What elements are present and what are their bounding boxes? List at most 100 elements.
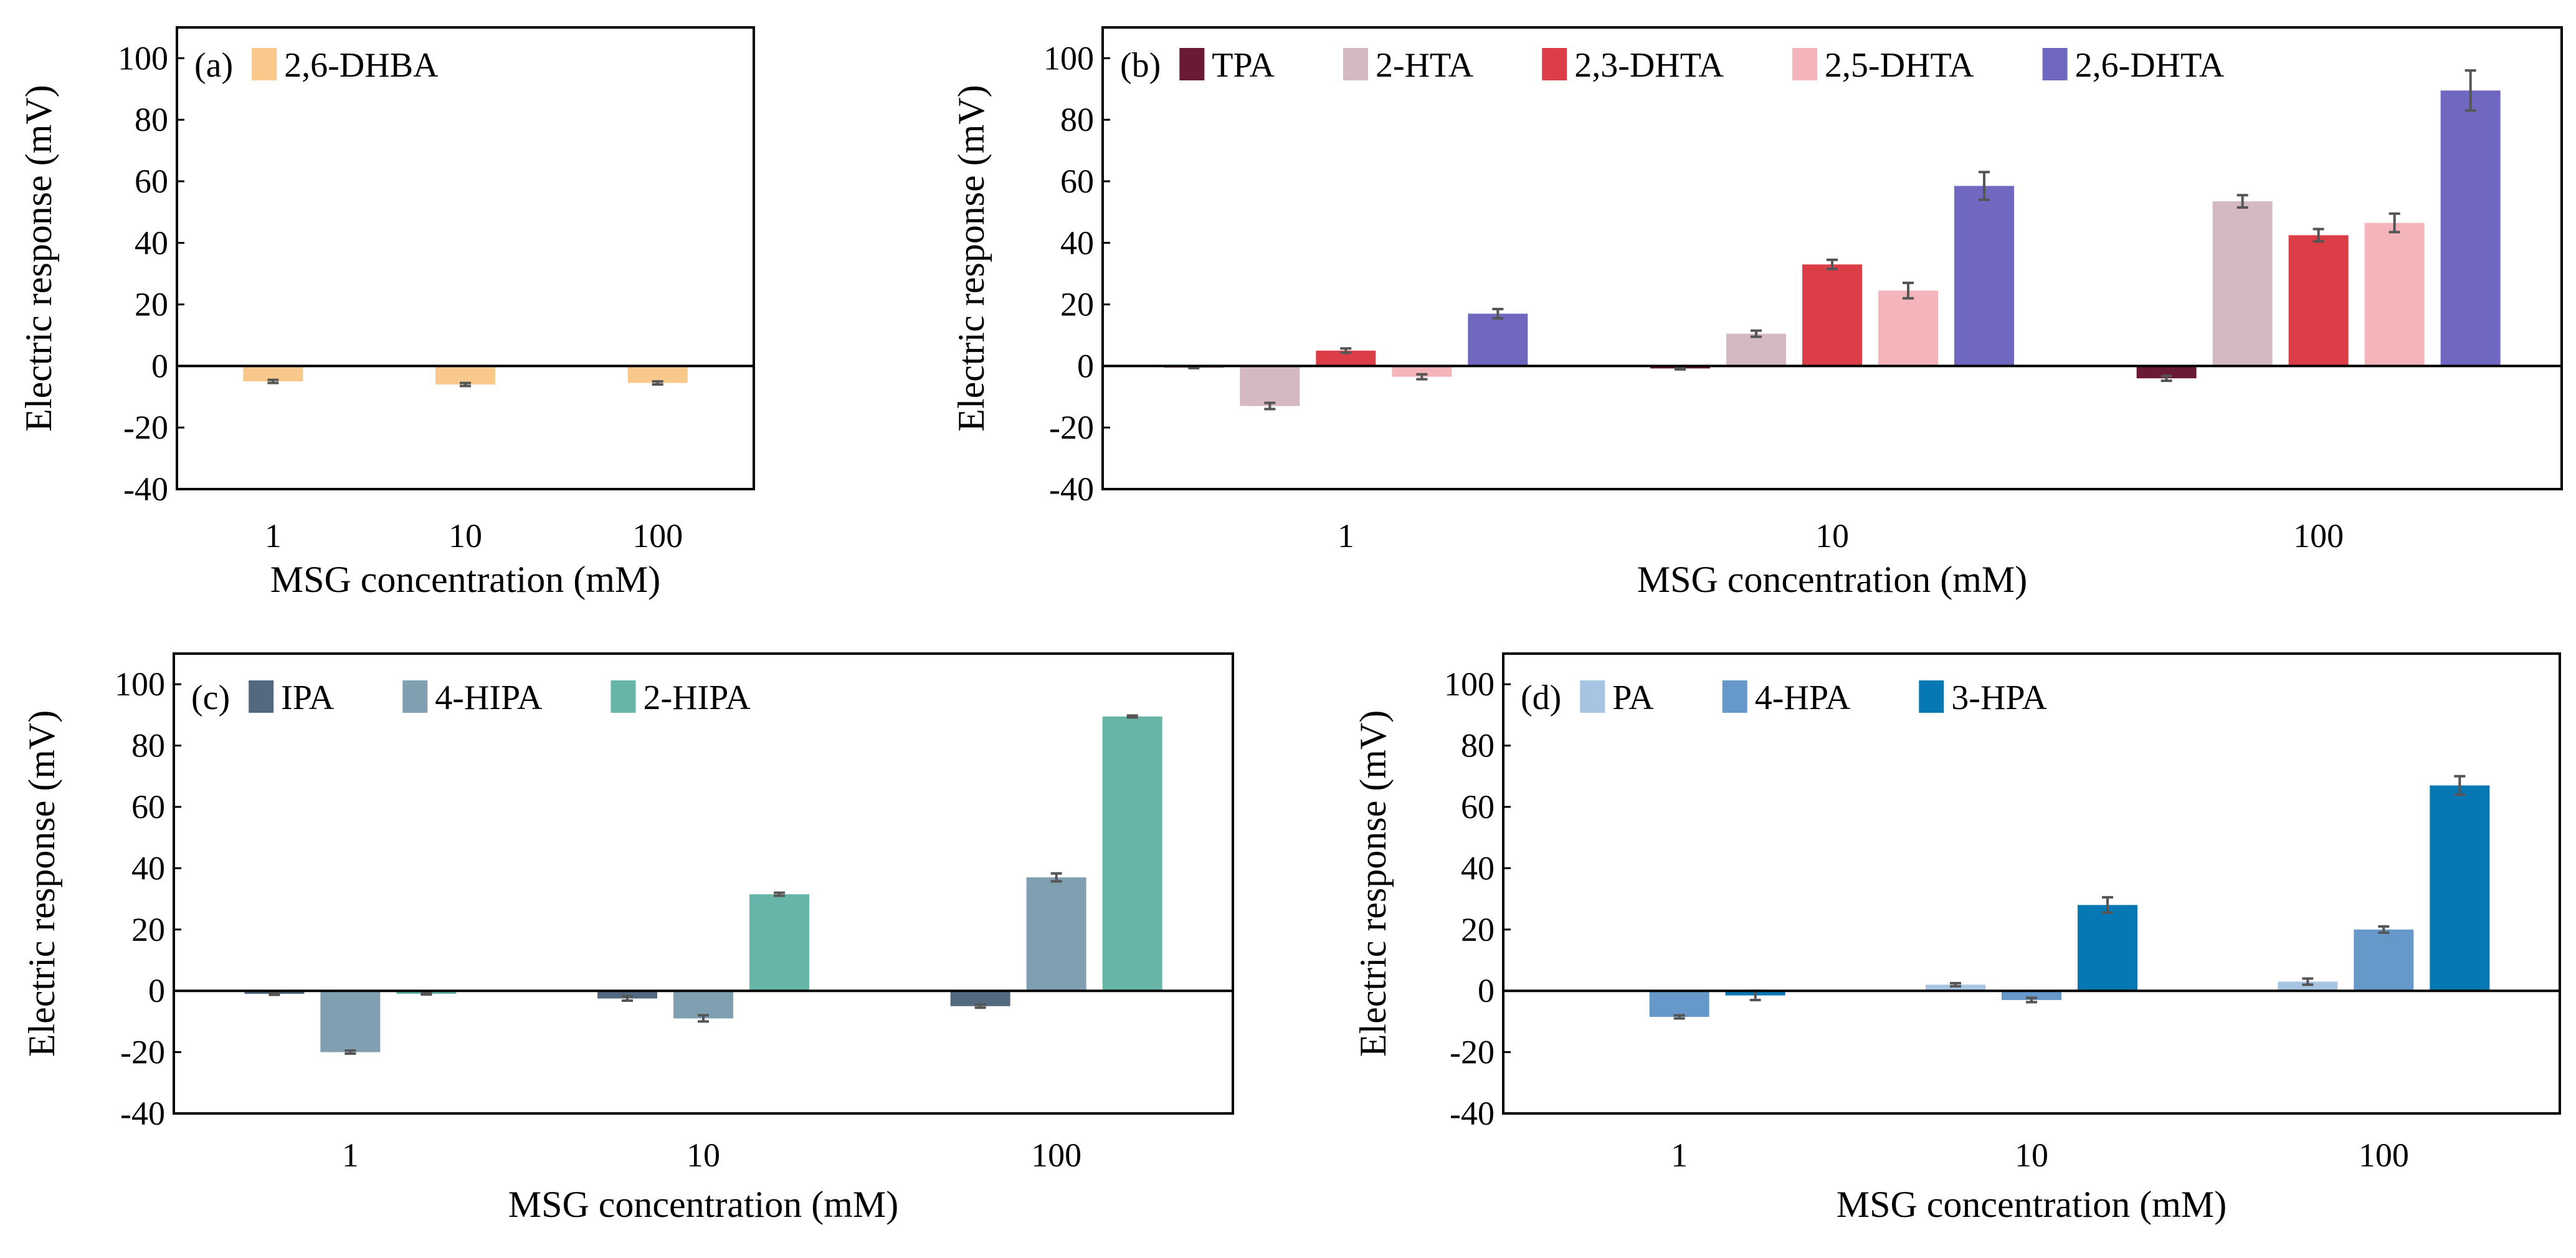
y-tick-label: 40: [1461, 849, 1495, 887]
plot-frame: [1101, 26, 2563, 490]
error-bar: [652, 380, 663, 386]
bar-2,6-DHBA-10: [435, 366, 495, 385]
error-bar: [1675, 366, 1686, 371]
error-bar: [1340, 347, 1352, 355]
y-tick-label: -20: [123, 409, 168, 446]
error-bar: [622, 995, 633, 1002]
panel-a: 100 80 60 40 20 0 -20 -40 Electric response (mV)…: [18, 26, 755, 600]
y-tick-label: 0: [151, 347, 168, 384]
bar-TPA-100: [2136, 366, 2197, 379]
legend-label: 2-HTA: [1376, 46, 1474, 85]
error-bar: [974, 1003, 986, 1009]
legend-swatch: [2042, 48, 2068, 80]
error-bar: [1416, 373, 1428, 381]
legend: (c) IPA 4-HIPA 2-HIPA: [191, 679, 751, 717]
y-tick-label: 80: [1060, 101, 1094, 138]
y-axis-label: Electric response (mV): [951, 85, 992, 431]
legend-label: TPA: [1212, 46, 1275, 85]
legend-swatch: [611, 680, 636, 713]
legend-swatch: [252, 48, 277, 80]
bar-2,6-DHTA-1: [1468, 313, 1528, 366]
error-bar: [269, 991, 280, 996]
legend-label: PA: [1612, 679, 1654, 717]
y-tick-label: 40: [135, 224, 168, 262]
y-tick-label: 100: [1444, 665, 1495, 703]
bar-4-HPA-10: [2002, 991, 2061, 1000]
legend-swatch: [1580, 680, 1605, 713]
error-bar: [2236, 194, 2248, 209]
x-tick-label: 1: [1671, 1136, 1688, 1174]
panel-c: 100 80 60 40 20 0 -20 -40 Electric response (mV)…: [21, 652, 1234, 1225]
y-tick-label: -40: [1450, 1095, 1495, 1132]
x-tick-label: 1: [1338, 517, 1354, 555]
legend-swatch: [249, 680, 274, 713]
bar-2,5-DHTA-100: [2364, 222, 2425, 366]
x-tick-label: 10: [449, 517, 482, 555]
y-tick-label: 40: [131, 849, 165, 887]
error-bar: [421, 992, 432, 996]
error-bar: [1979, 171, 1990, 201]
x-tick-label: 1: [342, 1136, 359, 1174]
legend: (b) TPA 2-HTA 2,3-DHTA 2,5-DHTA 2,6-DHTA: [1120, 46, 2225, 85]
legend-label: IPA: [281, 679, 335, 717]
error-bar: [1050, 872, 1062, 883]
error-bar: [1126, 714, 1138, 719]
error-bar: [460, 381, 471, 388]
error-bar: [2312, 227, 2324, 243]
x-tick-label: 100: [1031, 1136, 1081, 1174]
y-tick-label: 40: [1060, 224, 1094, 262]
bar-2-HTA-1: [1240, 366, 1300, 406]
x-tick-label: 100: [2359, 1136, 2409, 1174]
error-bar: [345, 1049, 356, 1055]
bar-2,6-DHTA-10: [1954, 186, 2014, 366]
bar-3-HPA-10: [2078, 905, 2137, 991]
error-bar: [1673, 1014, 1685, 1020]
x-tick-label: 10: [1815, 517, 1849, 555]
legend-label: 4-HPA: [1755, 679, 1851, 717]
legend-swatch: [1792, 48, 1817, 80]
error-bar: [267, 378, 279, 384]
error-bar: [2102, 896, 2113, 914]
y-tick-label: -20: [1049, 409, 1094, 446]
x-tick-label: 100: [2293, 517, 2344, 555]
error-bar: [1751, 329, 1762, 338]
error-bar: [1492, 308, 1504, 320]
y-tick-label: -20: [120, 1034, 165, 1071]
y-tick-label: 100: [1043, 39, 1094, 77]
x-tick-label: 10: [687, 1136, 720, 1174]
error-bar: [2302, 977, 2314, 986]
bar-IPA-10: [597, 991, 657, 999]
plot-frame: [1502, 652, 2561, 1115]
panel-label: (c): [191, 679, 230, 717]
error-bar: [774, 891, 785, 897]
error-bar: [1827, 258, 1838, 270]
error-bar: [2464, 69, 2476, 112]
bar-4-HIPA-1: [320, 991, 381, 1052]
error-bar: [1903, 282, 1914, 300]
legend-label: 3-HPA: [1951, 679, 2047, 717]
bar-2,6-DHBA-100: [627, 366, 688, 383]
plot-frame: [176, 26, 755, 490]
y-tick-label: 100: [115, 665, 165, 703]
x-axis-label: MSG concentration (mM): [508, 1184, 899, 1225]
y-tick-label: 80: [135, 101, 168, 138]
legend-label: 2,5-DHTA: [1825, 46, 1974, 85]
panel-d: 100 80 60 40 20 0 -20 -40 Electric response (mV)…: [1352, 652, 2561, 1225]
y-axis-label: Electric response (mV): [21, 710, 62, 1057]
y-tick-label: 20: [1060, 286, 1094, 323]
legend-swatch: [1179, 48, 1205, 80]
y-tick-label: 60: [1461, 788, 1495, 826]
legend-label: 2,6-DHBA: [284, 46, 439, 85]
bar-4-HIPA-100: [1026, 877, 1086, 991]
legend-swatch: [402, 680, 428, 713]
error-bar: [1950, 981, 1961, 988]
y-tick-label: 60: [135, 163, 168, 200]
panel-label: (d): [1521, 679, 1561, 717]
bar-2,5-DHTA-10: [1878, 290, 1938, 366]
bar-4-HPA-1: [1649, 991, 1709, 1017]
error-bar: [2160, 374, 2172, 383]
error-bar: [1264, 401, 1276, 411]
error-bar: [2454, 774, 2466, 796]
y-tick-label: -20: [1450, 1034, 1495, 1071]
bar-2-HIPA-100: [1102, 716, 1162, 991]
